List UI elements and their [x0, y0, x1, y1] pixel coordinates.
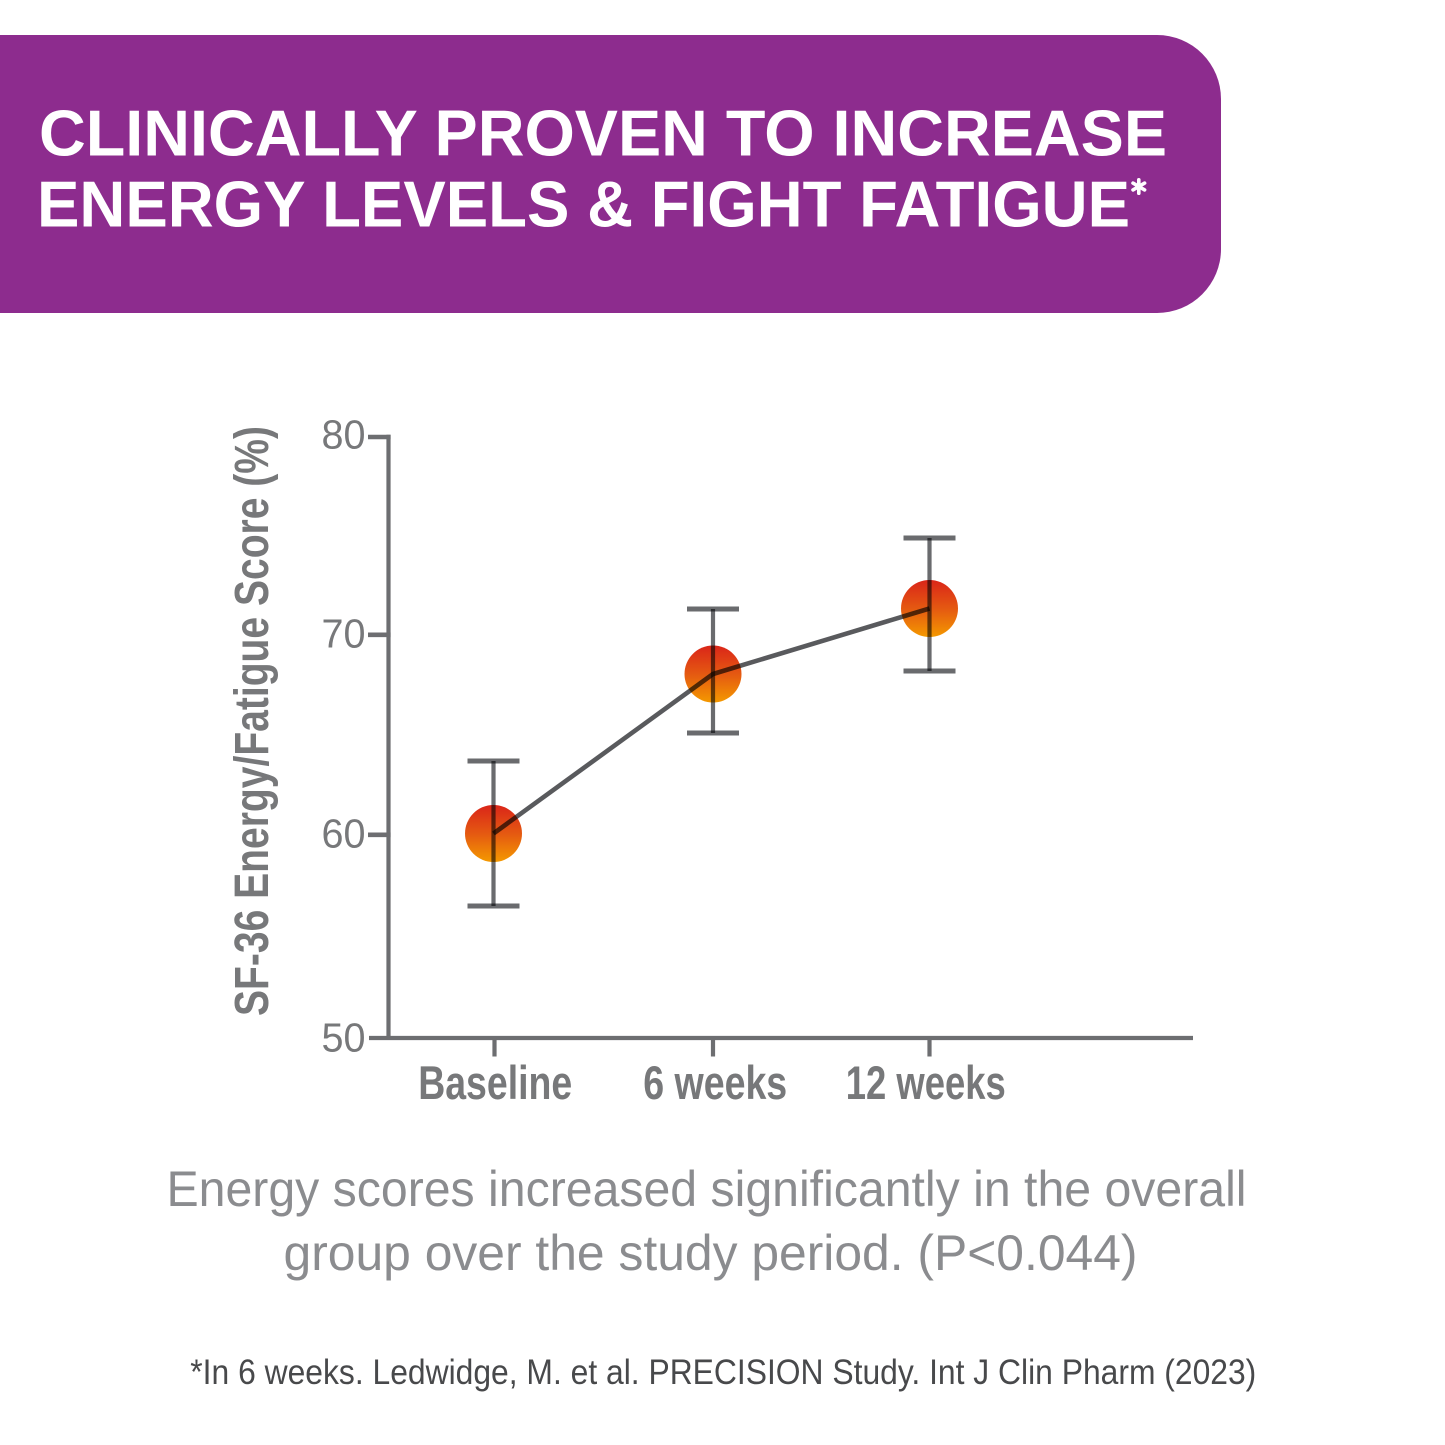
svg-text:50: 50	[322, 1014, 366, 1060]
svg-text:*In 6 weeks. Ledwidge, M. et a: *In 6 weeks. Ledwidge, M. et al. PRECISI…	[190, 1353, 1256, 1392]
svg-text:12 weeks: 12 weeks	[846, 1057, 1006, 1110]
svg-text:group over the study period. (: group over the study period. (P<0.044)	[284, 1224, 1138, 1281]
svg-text:Energy scores increased signif: Energy scores increased significantly in…	[167, 1160, 1247, 1217]
svg-text:6 weeks: 6 weeks	[643, 1057, 787, 1110]
svg-text:SF-36 Energy/Fatigue Score (%): SF-36 Energy/Fatigue Score (%)	[226, 426, 279, 1016]
svg-text:ENERGY LEVELS & FIGHT FATIGUE: ENERGY LEVELS & FIGHT FATIGUE	[37, 168, 1130, 241]
svg-text:70: 70	[322, 610, 366, 656]
svg-text:Baseline: Baseline	[418, 1057, 572, 1110]
svg-text:60: 60	[322, 810, 366, 856]
svg-text:CLINICALLY PROVEN TO INCREASE: CLINICALLY PROVEN TO INCREASE	[39, 97, 1167, 170]
svg-text:80: 80	[322, 412, 366, 458]
